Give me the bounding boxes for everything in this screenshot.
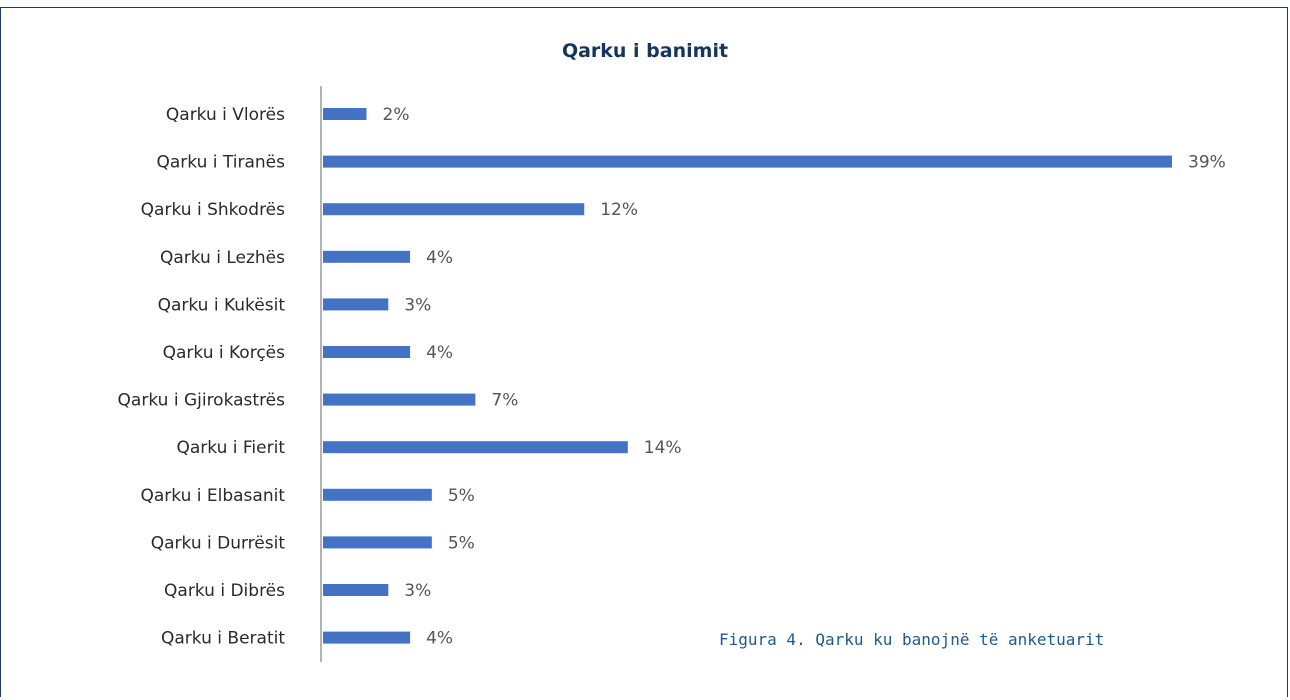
value-label: 7% bbox=[491, 391, 518, 411]
category-label: Qarku i Lezhës bbox=[160, 248, 285, 268]
value-label: 3% bbox=[404, 581, 431, 601]
category-label: Qarku i Beratit bbox=[161, 629, 285, 649]
value-label: 5% bbox=[448, 533, 475, 553]
category-label: Qarku i Durrësit bbox=[151, 533, 286, 553]
category-label: Qarku i Dibrës bbox=[164, 581, 285, 601]
bar bbox=[323, 441, 628, 454]
bar bbox=[323, 631, 411, 644]
chart-title: Qarku i banimit bbox=[561, 40, 729, 62]
category-label: Qarku i Fierit bbox=[176, 438, 285, 458]
value-label: 5% bbox=[448, 486, 475, 506]
value-label: 2% bbox=[383, 105, 410, 125]
figure-caption: Figura 4. Qarku ku banojnë të anketuarit bbox=[719, 630, 1105, 649]
value-label: 4% bbox=[426, 629, 453, 649]
category-label: Qarku i Tiranës bbox=[157, 153, 286, 173]
value-label: 39% bbox=[1188, 153, 1226, 173]
category-label: Qarku i Korçës bbox=[163, 343, 286, 363]
bar bbox=[323, 393, 476, 406]
category-label: Qarku i Shkodrës bbox=[141, 200, 285, 220]
bar bbox=[323, 584, 389, 596]
chart-frame bbox=[0, 7, 1288, 697]
value-label: 4% bbox=[426, 343, 453, 363]
bar bbox=[323, 346, 411, 358]
bar bbox=[323, 155, 1172, 168]
value-label: 14% bbox=[644, 438, 682, 458]
bar bbox=[323, 250, 411, 263]
bar bbox=[323, 203, 585, 216]
category-label: Qarku i Vlorës bbox=[166, 105, 285, 125]
value-label: 4% bbox=[426, 248, 453, 268]
bar bbox=[323, 108, 367, 120]
bar bbox=[323, 536, 432, 549]
category-label: Qarku i Kukësit bbox=[158, 295, 286, 315]
category-label: Qarku i Elbasanit bbox=[140, 486, 285, 506]
bar bbox=[323, 298, 389, 311]
value-label: 3% bbox=[404, 295, 431, 315]
category-label: Qarku i Gjirokastrës bbox=[118, 391, 286, 411]
bar bbox=[323, 488, 432, 501]
value-label: 12% bbox=[600, 200, 638, 220]
